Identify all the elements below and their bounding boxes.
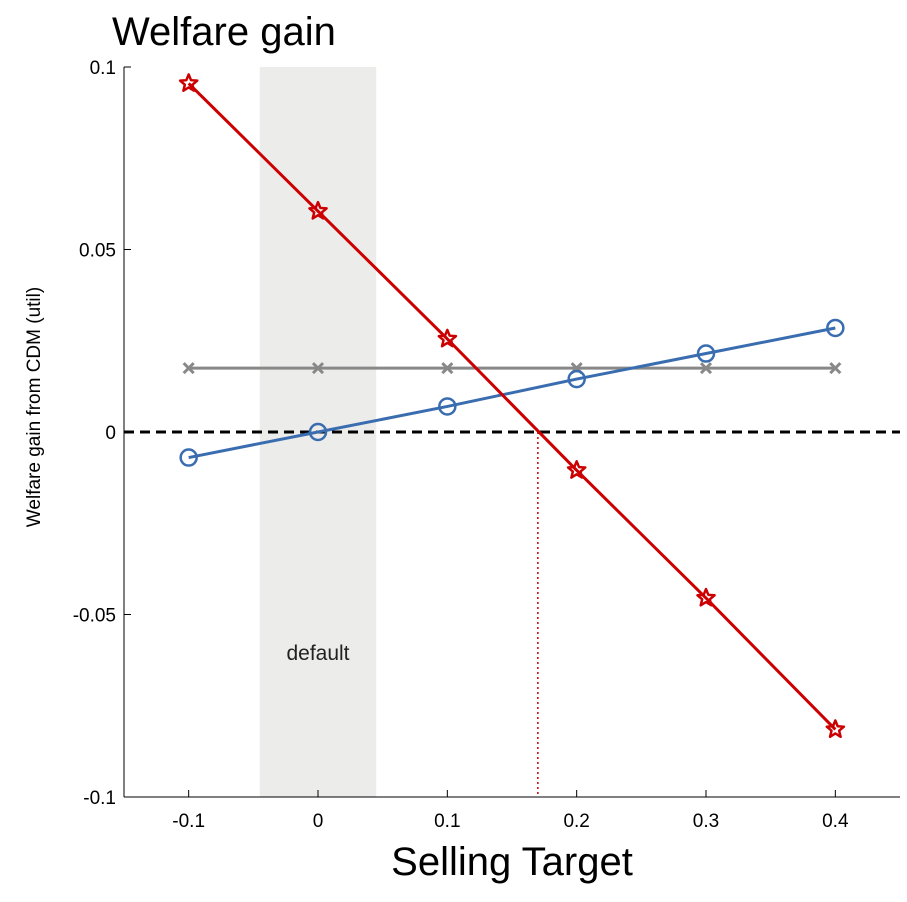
y-tick-label: -0.05	[73, 606, 116, 627]
data-point	[308, 200, 328, 220]
series-line	[187, 82, 837, 731]
series-x	[182, 362, 842, 375]
x-tick-label: 0.1	[434, 811, 460, 832]
data-point	[825, 719, 846, 739]
data-point	[829, 362, 842, 375]
data-point	[696, 587, 716, 607]
series-star	[178, 73, 846, 739]
chart-title: Welfare gain	[112, 10, 336, 54]
y-tick-label: -0.1	[83, 788, 116, 809]
data-point	[308, 422, 328, 442]
y-axis-label: Welfare gain from CDM (util)	[24, 287, 45, 527]
data-point	[826, 318, 845, 338]
series-layer	[178, 73, 846, 739]
y-tick-label: 0.05	[79, 241, 116, 262]
x-tick-label: -0.1	[172, 811, 205, 832]
data-point	[567, 369, 586, 389]
data-point	[178, 73, 199, 92]
data-point	[566, 460, 587, 479]
x-tick-label: 0.4	[822, 811, 849, 832]
data-point	[437, 328, 458, 348]
x-axis-label: Selling Target	[391, 840, 633, 884]
ticks-layer: -0.1 0 0.1 0.2 0.3 0.4 -0.1 -0.05 0 0.05 0.1	[73, 58, 849, 832]
data-point	[179, 448, 198, 467]
data-point	[438, 397, 457, 416]
series-line	[188, 326, 836, 460]
data-point	[441, 362, 454, 375]
data-point	[699, 362, 713, 375]
y-tick-label: 0	[105, 423, 116, 444]
data-point	[311, 362, 325, 375]
shaded-region-label: default	[286, 642, 349, 665]
x-tick-label: 0.2	[563, 811, 589, 832]
x-tick-label: 0	[313, 811, 324, 832]
y-tick-label: 0.1	[90, 58, 116, 79]
x-tick-label: 0.3	[693, 811, 719, 832]
series-circle	[179, 318, 845, 467]
data-point	[696, 344, 716, 363]
data-point	[182, 362, 195, 375]
